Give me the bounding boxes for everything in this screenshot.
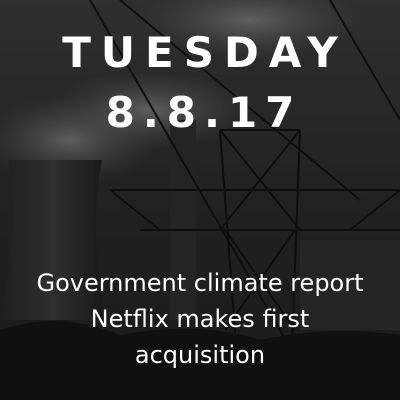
- headline-climate-report: Government climate report: [0, 265, 400, 301]
- day-heading: TUESDAY: [0, 28, 400, 77]
- headline-list: Government climate report Netflix makes …: [0, 265, 400, 373]
- date-heading: 8.8.17: [0, 88, 400, 137]
- headline-netflix-acquisition: Netflix makes first acquisition: [0, 301, 400, 373]
